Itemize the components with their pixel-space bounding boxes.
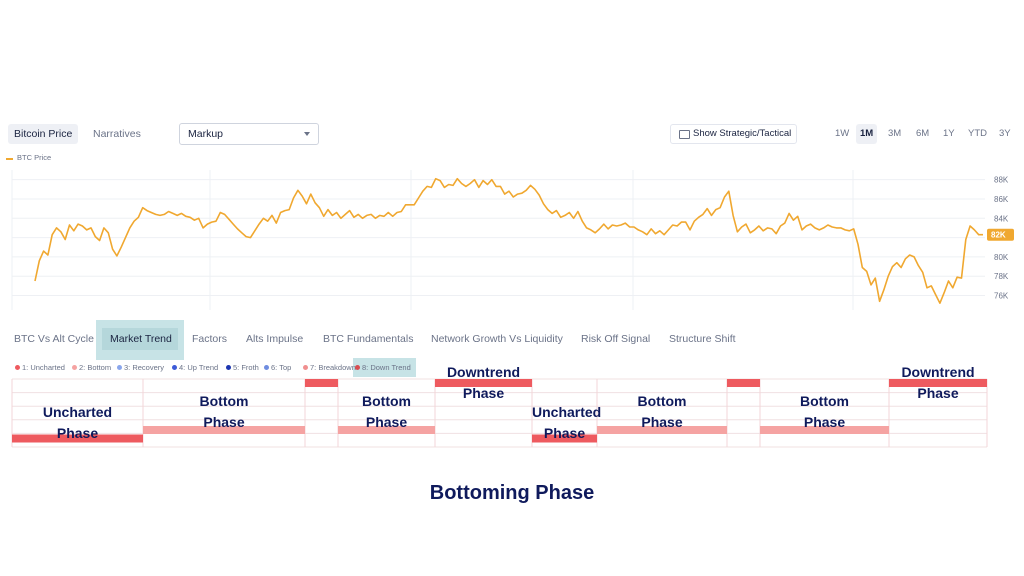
chevron-down-icon [304,132,310,136]
last-price-label: 82K [991,231,1006,240]
phase-segment [532,434,597,443]
figure-caption: Bottoming Phase [429,482,595,504]
legend-highlight [353,358,416,377]
phase-segment [889,379,987,387]
phase-legend-item[interactable]: 2: Bottom [72,362,111,374]
phase-label-line: Phase [803,414,846,430]
strategic-label: Show Strategic/Tactical [693,128,792,139]
phase-legend-label: 1: Uncharted [22,363,65,372]
tab-btc-vs-alt-cycle[interactable]: BTC Vs Alt Cycle [14,333,94,345]
phase-segment [12,434,143,443]
phase-label: Bottom Phase [143,391,305,433]
btc-price-chart: 88K86K84K82K80K78K76K 82K [11,170,1014,310]
tab-btc-fundamentals[interactable]: BTC Fundamentals [323,333,414,345]
phase-legend-label: 7: Breakdown [310,363,356,372]
phase-label-line: Bottom [637,393,687,409]
phase-label-line: Phase [462,385,505,401]
range-3y[interactable]: 3Y [999,128,1011,139]
phase-label-line: Bottom [362,393,411,409]
btc-price-legend-label: BTC Price [17,153,52,162]
phase-legend-dot [172,365,177,370]
phase-label: Bottom Phase [338,391,435,433]
phase-legend-item[interactable]: 1: Uncharted [15,362,65,374]
phase-segment [597,426,727,434]
phase-label: Bottom Phase [760,391,889,433]
tab-bitcoin-price[interactable]: Bitcoin Price [8,124,79,144]
tab-structure-shift[interactable]: Structure Shift [669,333,736,345]
select-value: Markup [188,128,224,140]
y-tick-label: 86K [994,195,1009,204]
range-1m[interactable]: 1M [856,124,878,144]
phase-segment [143,426,305,434]
range-1y[interactable]: 1Y [943,128,955,139]
btc-price-line [34,177,983,304]
phase-legend-dot [226,365,231,370]
market-trend-phase-chart [11,378,988,448]
tab-market-trend[interactable]: Market Trend [110,333,172,345]
range-3m[interactable]: 3M [888,128,902,139]
phase-legend-item[interactable]: 5: Froth [226,362,259,374]
phase-segment [435,379,532,387]
layout-icon [679,130,690,139]
phase-legend-item[interactable]: 7: Breakdown [303,362,356,374]
tab-factors[interactable]: Factors [192,333,228,345]
phase-label-line: Phase [56,425,99,441]
show-strategic-tactical-button[interactable]: Show Strategic/Tactical [670,124,797,144]
phase-legend-label: 6: Top [271,363,292,372]
phase-legend-dot [15,365,20,370]
phase-segment [305,379,338,387]
phase-legend-item[interactable]: 6: Top [264,362,291,374]
phase-label-line: Bottom [800,393,849,409]
phase-label: Downtrend Phase [435,362,532,404]
phase-label-line: Phase [543,425,586,441]
phase-legend-dot [355,365,360,370]
phase-label-line: Phase [917,385,959,401]
phase-label-line: Downtrend [901,364,975,380]
tab-network-growth-vs-liquidity[interactable]: Network Growth Vs Liquidity [431,333,563,345]
phase-legend-label: 3: Recovery [124,363,165,372]
markup-select[interactable]: Markup [179,123,319,145]
btc-price-legend-swatch [6,158,13,160]
phase-segment [338,426,435,434]
phase-legend-label: 8: Down Trend [362,363,411,372]
phase-label: Uncharted Phase [532,402,602,444]
active-tab-inner [102,328,178,350]
phase-legend-dot [72,365,77,370]
phase-segment [760,426,889,434]
tab-risk-off-signal[interactable]: Risk Off Signal [581,333,651,345]
phase-legend-dot [264,365,269,370]
tab-alts-impulse[interactable]: Alts Impulse [246,333,304,345]
last-price-badge [987,228,1014,241]
y-tick-label: 88K [994,176,1009,185]
phase-label-line: Downtrend [446,364,521,380]
phase-legend-item[interactable]: 8: Down Trend [355,362,411,374]
phase-label-line: Phase [203,414,245,430]
phase-legend-dot [117,365,122,370]
phase-legend-dot [303,365,308,370]
phase-segment [727,379,760,387]
phase-label-line: Phase [365,414,408,430]
phase-label: Bottom Phase [597,391,727,433]
range-ytd[interactable]: YTD [968,128,987,139]
phase-label-line: Bottom [199,393,249,409]
y-tick-label: 84K [994,214,1009,223]
range-1w[interactable]: 1W [835,128,850,139]
y-tick-label: 80K [994,253,1009,262]
phase-label-line: Uncharted [42,404,113,420]
phase-legend-item[interactable]: 3: Recovery [117,362,164,374]
y-tick-label: 76K [994,292,1009,301]
phase-legend-label: 5: Froth [233,363,259,372]
phase-label-line: Phase [641,414,683,430]
phase-legend-item[interactable]: 4: Up Trend [172,362,218,374]
phase-legend-label: 4: Up Trend [179,363,219,372]
phase-label: Uncharted Phase [12,402,143,444]
range-6m[interactable]: 6M [916,128,930,139]
phase-label-line: Uncharted [532,404,602,420]
phase-legend-label: 2: Bottom [79,363,112,372]
tab-narratives[interactable]: Narratives [93,128,141,140]
phase-label: Downtrend Phase [889,362,987,404]
y-tick-label: 78K [994,272,1009,281]
